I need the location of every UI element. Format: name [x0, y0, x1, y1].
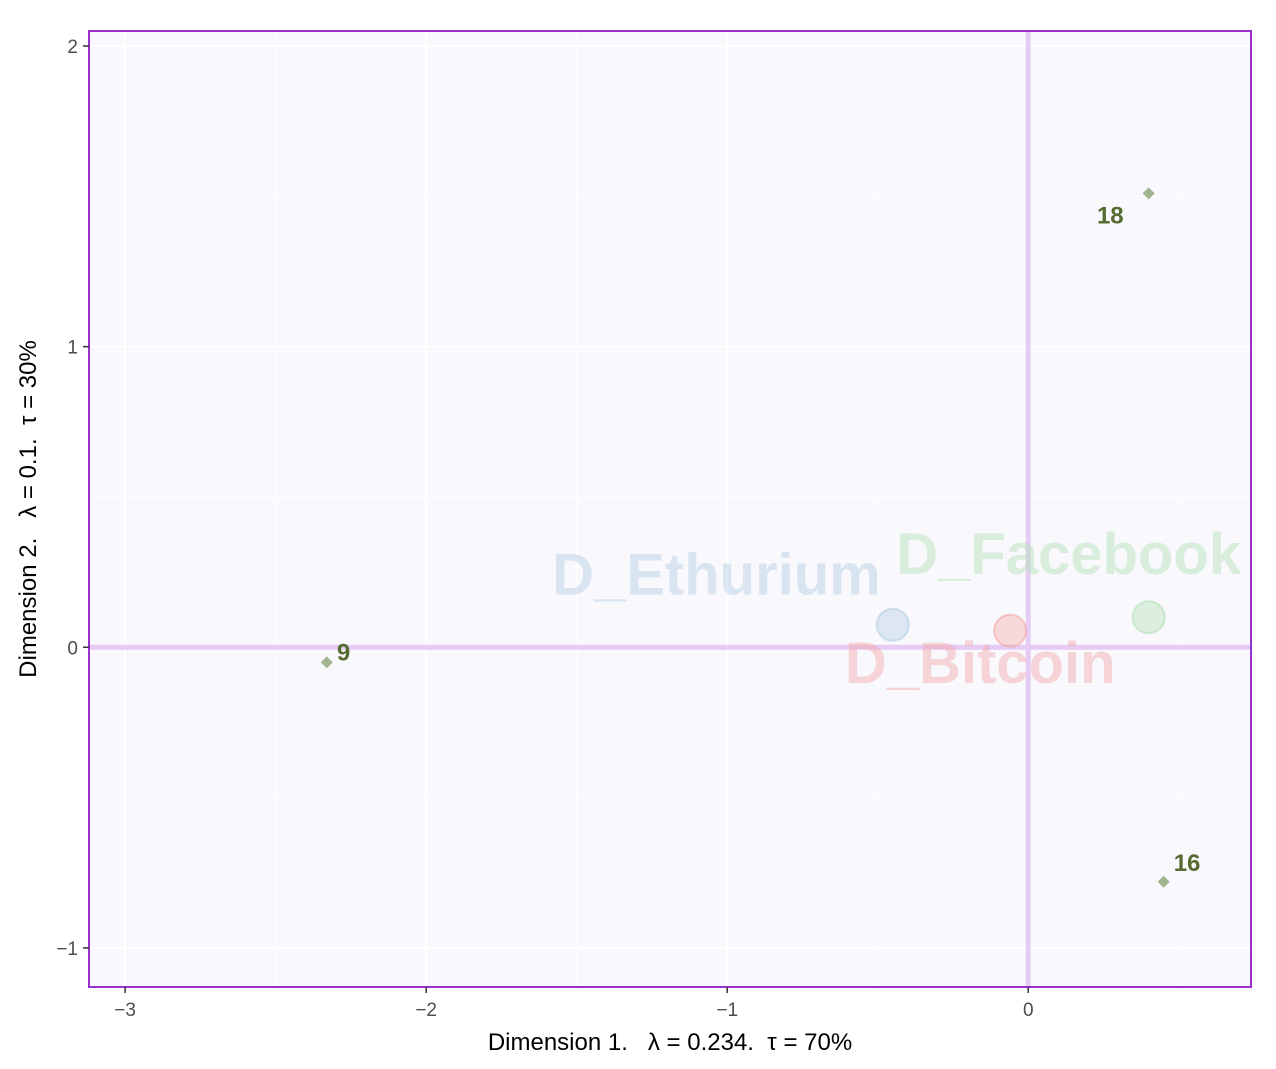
point-markers: [320, 187, 1170, 888]
category-label: D_Ethurium: [552, 543, 881, 608]
x-axis-title: Dimension 1. λ = 0.234. τ = 70%: [488, 1029, 852, 1056]
point-label: 9: [337, 639, 350, 666]
category-label: D_Bitcoin: [845, 631, 1116, 696]
x-tick-label: −3: [114, 1000, 136, 1021]
x-axis: −3 −2 −1 0: [114, 987, 1034, 1021]
plot-panel-border: [88, 30, 1252, 988]
x-tick-label: 0: [1023, 1000, 1034, 1021]
category-circle: [875, 607, 910, 642]
y-tick-label: −1: [56, 939, 78, 960]
category-circles: [875, 600, 1166, 648]
point-labels: 18 9 16: [337, 202, 1201, 876]
y-tick-label: 2: [67, 37, 78, 58]
y-axis-title: Dimension 2. λ = 0.1. τ = 30%: [15, 340, 42, 678]
y-tick-label: 1: [67, 338, 78, 359]
point-label: 16: [1174, 850, 1201, 877]
category-label: D_Facebook: [896, 522, 1242, 587]
reference-lines: [89, 31, 1251, 987]
point-marker-diamond: [320, 656, 333, 669]
y-tick-label: 0: [67, 638, 78, 659]
x-tick-label: −2: [415, 1000, 437, 1021]
category-circle: [993, 613, 1028, 648]
category-circle: [1131, 600, 1166, 635]
plot-panel-background: [89, 31, 1251, 987]
point-marker-diamond: [1157, 875, 1170, 888]
point-marker-diamond: [1142, 187, 1155, 200]
minor-gridlines: [89, 31, 1251, 987]
point-label: 18: [1097, 202, 1124, 229]
y-axis: −1 0 1 2: [56, 37, 89, 960]
x-tick-label: −1: [716, 1000, 738, 1021]
category-labels: D_Ethurium D_Bitcoin D_Facebook: [552, 522, 1242, 696]
